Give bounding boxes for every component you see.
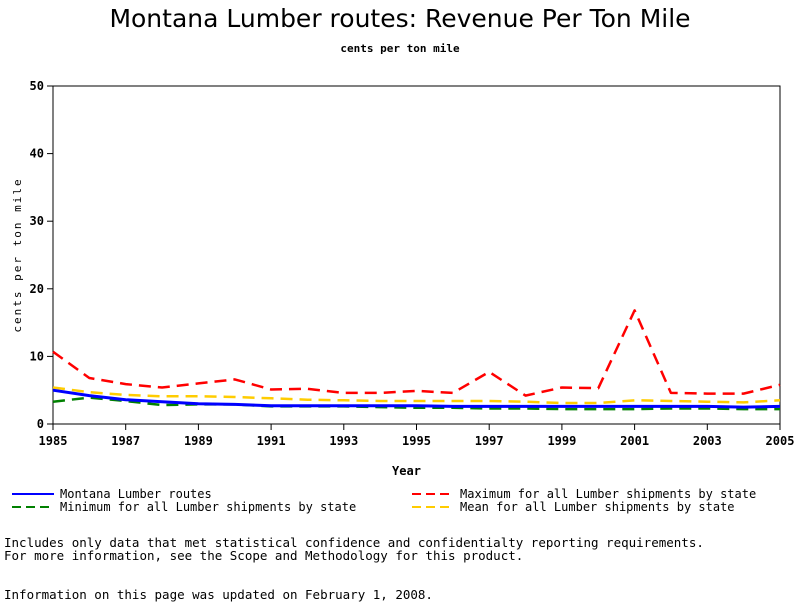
legend-swatch-minimum	[12, 506, 54, 508]
series-line-maximum	[52, 309, 781, 397]
plot-frame	[52, 85, 781, 425]
y-axis-label: cents per ton mile	[11, 177, 24, 332]
x-tick-label: 1989	[184, 434, 213, 448]
update-note: Information on this page was updated on …	[4, 587, 433, 602]
footnote-line-1: Includes only data that met statistical …	[4, 535, 704, 550]
x-tick-label: 1999	[547, 434, 576, 448]
x-axis-label: Year	[392, 464, 421, 478]
y-tick-label: 50	[30, 79, 44, 93]
x-tick-label: 1985	[39, 434, 68, 448]
x-tick-label: 1997	[475, 434, 504, 448]
legend-item-mean: Mean for all Lumber shipments by state	[412, 500, 735, 514]
chart-title: Montana Lumber routes: Revenue Per Ton M…	[109, 4, 691, 33]
y-tick-label: 10	[30, 349, 44, 363]
x-tick-label: 1993	[329, 434, 358, 448]
y-tick-label: 40	[30, 147, 44, 161]
x-tick-label: 1995	[402, 434, 431, 448]
legend-item-minimum: Minimum for all Lumber shipments by stat…	[12, 500, 356, 514]
legend-label-montana: Montana Lumber routes	[60, 487, 212, 501]
x-tick-label: 1991	[257, 434, 286, 448]
x-tick-label: 2003	[693, 434, 722, 448]
legend-item-montana: Montana Lumber routes	[12, 487, 212, 501]
legend-label-mean: Mean for all Lumber shipments by state	[460, 500, 735, 514]
footnote-line-2: For more information, see the Scope and …	[4, 548, 524, 563]
series-line-montana	[52, 388, 781, 409]
y-tick-label: 20	[30, 282, 44, 296]
line-chart: 0 10 20 30 40 50 1985 1987 1989 1991 1993 1995 1997 1…	[11, 79, 795, 478]
series-line-mean	[52, 386, 781, 405]
legend-swatch-maximum	[412, 493, 454, 495]
legend-label-maximum: Maximum for all Lumber shipments by stat…	[460, 487, 757, 501]
y-tick-label: 30	[30, 214, 44, 228]
x-tick-label: 2001	[620, 434, 649, 448]
x-tick-label: 1987	[111, 434, 140, 448]
y-tick-label: 0	[37, 417, 44, 431]
legend-label-minimum: Minimum for all Lumber shipments by stat…	[60, 500, 357, 514]
legend-swatch-mean	[412, 506, 454, 508]
legend-swatch-montana	[12, 493, 54, 495]
x-tick-label: 2005	[766, 434, 795, 448]
series-line-minimum	[52, 396, 780, 411]
chart-subtitle: cents per ton mile	[340, 42, 460, 55]
legend-item-maximum: Maximum for all Lumber shipments by stat…	[412, 487, 756, 501]
